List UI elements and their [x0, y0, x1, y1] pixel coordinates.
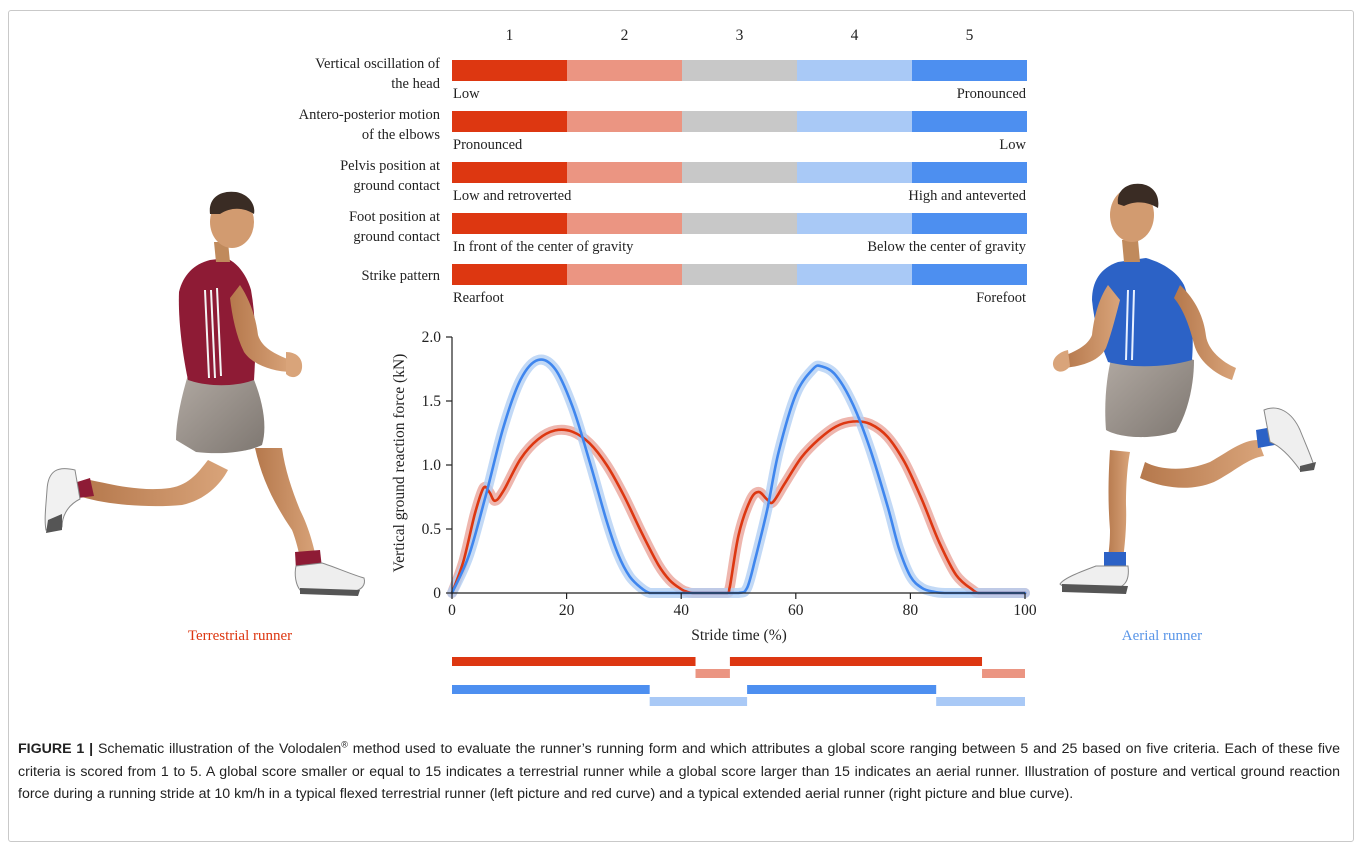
- phase-bar-contact: [747, 685, 937, 694]
- terrestrial-runner-label: Terrestrial runner: [188, 628, 292, 644]
- aerial-runner-figure: [1052, 183, 1316, 594]
- scale-segment: [682, 111, 797, 132]
- scale-column-number: 2: [621, 27, 629, 44]
- x-tick-label: 80: [903, 602, 919, 619]
- scale-segment: [452, 60, 567, 81]
- trademark-symbol: ®: [341, 739, 348, 750]
- scale-segment: [682, 264, 797, 285]
- caption-label: FIGURE 1 |: [18, 741, 94, 757]
- grf-chart: 0 20 40 60 80 100 0 0.5 1.0 1.5 2.0 Stride time (%…: [391, 329, 1037, 706]
- scale-segment: [797, 111, 912, 132]
- scale-segment: [452, 162, 567, 183]
- caption-text-after: method used to evaluate the runner’s run…: [18, 741, 1341, 802]
- phase-bar-flight: [936, 697, 1025, 706]
- scale-segment: [682, 162, 797, 183]
- scale-segment: [452, 264, 567, 285]
- figure-frame: [8, 10, 1354, 842]
- scale-segment: [682, 60, 797, 81]
- phase-bar-flight: [649, 697, 748, 706]
- criterion-high-label: Forefoot: [976, 290, 1026, 306]
- scale-column-number: 5: [966, 27, 974, 44]
- chart-bands: [447, 354, 1030, 598]
- series-line: [450, 420, 1027, 595]
- scale-segment: [912, 162, 1027, 183]
- scale-column-number: 3: [736, 27, 744, 44]
- x-tick-label: 100: [1013, 602, 1037, 619]
- scale-segment: [912, 111, 1027, 132]
- scale-segment: [567, 111, 682, 132]
- series-line: [450, 358, 1027, 595]
- criterion-high-label: Pronounced: [957, 86, 1027, 102]
- caption-text-before: Schematic illustration of the Volodalen: [93, 741, 342, 757]
- phase-bar-flight: [982, 669, 1025, 678]
- figure-graphic: 1 2 3 4 5 Vertical oscillation of the head Low P…: [44, 27, 1316, 706]
- criterion-high-label: High and anteverted: [908, 188, 1026, 204]
- criterion-name-line2: the head: [391, 76, 440, 92]
- y-tick-label: 1.5: [422, 393, 442, 410]
- y-tick-label: 0.5: [422, 521, 442, 538]
- scale-segment: [797, 60, 912, 81]
- criterion-name-line1: Antero-posterior motion: [299, 107, 441, 123]
- criterion-low-label: In front of the center of gravity: [453, 239, 634, 255]
- phase-bar-flight: [695, 669, 730, 678]
- criterion-low-label: Low: [453, 86, 480, 102]
- scale-segment: [567, 264, 682, 285]
- criterion-name-line2: ground contact: [353, 229, 440, 245]
- aerial-runner-label: Aerial runner: [1122, 628, 1202, 644]
- criterion-name-line1: Foot position at: [349, 209, 440, 225]
- scale-segment: [452, 213, 567, 234]
- criterion-name-line1: Vertical oscillation of: [315, 56, 440, 72]
- scale-segment: [912, 60, 1027, 81]
- phase-bar-contact: [452, 657, 696, 666]
- series-variability-band: [447, 416, 1030, 598]
- criterion-name-line1: Pelvis position at: [340, 158, 440, 174]
- phase-bar-contact: [452, 685, 650, 694]
- criterion-high-label: Below the center of gravity: [867, 239, 1026, 255]
- scale-segment: [912, 264, 1027, 285]
- y-tick-label: 1.0: [422, 457, 442, 474]
- scale-segment: [682, 213, 797, 234]
- chart-axes: 0 20 40 60 80 100 0 0.5 1.0 1.5 2.0: [422, 329, 1037, 619]
- scale-segment: [452, 111, 567, 132]
- y-tick-label: 0: [433, 585, 441, 602]
- scale-segment: [567, 213, 682, 234]
- x-tick-label: 20: [559, 602, 575, 619]
- criterion-name-line2: of the elbows: [362, 127, 440, 143]
- terrestrial-runner-figure: [44, 191, 365, 596]
- x-tick-label: 60: [788, 602, 804, 619]
- score-scale: 1 2 3 4 5 Vertical oscillation of the head Low P…: [299, 27, 1027, 306]
- x-axis-label: Stride time (%): [691, 627, 787, 644]
- scale-column-number: 4: [851, 27, 859, 44]
- x-tick-label: 0: [448, 602, 456, 619]
- criterion-low-label: Low and retroverted: [453, 188, 572, 204]
- scale-segment: [797, 213, 912, 234]
- x-tick-label: 40: [673, 602, 689, 619]
- scale-segment: [912, 213, 1027, 234]
- y-axis-label: Vertical ground reaction force (kN): [391, 354, 408, 573]
- criterion-low-label: Rearfoot: [453, 290, 504, 306]
- scale-segment: [567, 162, 682, 183]
- scale-segment: [797, 162, 912, 183]
- criterion-name-line2: ground contact: [353, 178, 440, 194]
- criterion-name-line1: Strike pattern: [361, 268, 440, 284]
- criterion-low-label: Pronounced: [453, 137, 523, 153]
- scale-segment: [567, 60, 682, 81]
- scale-segment: [797, 264, 912, 285]
- scale-column-number: 1: [506, 27, 514, 44]
- criterion-high-label: Low: [999, 137, 1026, 153]
- contact-phase-bars: [452, 657, 1025, 706]
- phase-bar-contact: [729, 657, 983, 666]
- y-tick-label: 2.0: [422, 329, 442, 346]
- figure-caption: FIGURE 1 | Schematic illustration of the…: [18, 738, 1340, 806]
